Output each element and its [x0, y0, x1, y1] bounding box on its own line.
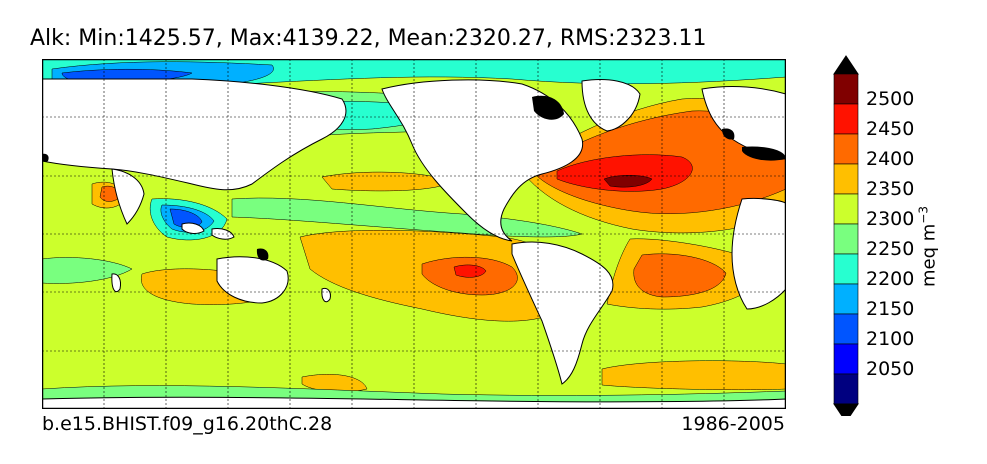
south-atlantic-2400 [633, 253, 727, 298]
colorbar-ticks: 2500 2450 2400 2350 2300 2250 2200 2150 … [866, 54, 936, 416]
colorbar-segment [833, 103, 859, 135]
indian-ocean-2250 [42, 257, 133, 284]
colorbar-tick-label: 2100 [866, 328, 915, 350]
map-gridlines [42, 59, 786, 409]
colorbar-segment [833, 193, 859, 225]
mediterranean-masked [742, 146, 786, 161]
period-label: 1986-2005 [681, 413, 785, 435]
colorbar-tick-label: 2400 [866, 148, 915, 170]
north-atlantic-2450 [556, 154, 693, 192]
colorbar-segment [833, 313, 859, 345]
colorbar-tick-label: 2500 [866, 88, 915, 110]
colorbar-segment [833, 223, 859, 255]
north-america-land [381, 79, 584, 242]
map-title: Alk: Min:1425.57, Max:4139.22, Mean:2320… [30, 26, 707, 51]
colorbar-segment [833, 373, 859, 405]
colorbar-segment [833, 133, 859, 165]
case-name-label: b.e15.BHIST.f09_g16.20thC.28 [42, 413, 333, 435]
colorbar-canvas [833, 55, 859, 423]
colorbar-tick-label: 2150 [866, 298, 915, 320]
colorbar-tick-label: 2450 [866, 118, 915, 140]
indonesia-2100 [169, 208, 203, 228]
indonesia-islands [181, 222, 235, 240]
colorbar-segment [833, 253, 859, 285]
map-canvas [41, 58, 787, 410]
colorbar-segment [833, 163, 859, 195]
colorbar-tick-label: 2250 [866, 238, 915, 260]
colorbar-tick-label: 2200 [866, 268, 915, 290]
map-frame [41, 58, 787, 410]
colorbar-tick-label: 2050 [866, 358, 915, 380]
south-america-land [511, 241, 614, 385]
baltic-masked [722, 128, 735, 140]
colorbar-tick-label: 2300 [866, 208, 915, 230]
colorbar-extend-min [833, 403, 859, 423]
caspian-masked [256, 248, 269, 261]
south-pacific-peak-2450 [453, 264, 487, 278]
india-land [111, 168, 145, 225]
alkalinity-map [41, 58, 787, 410]
hudson-bay-masked [532, 95, 564, 120]
colorbar-extend-max [833, 55, 859, 75]
colorbar-tick-label: 2350 [866, 178, 915, 200]
south-atlantic-south-band [601, 360, 786, 391]
colorbar-segment [833, 283, 859, 315]
colorbar-unit-exponent: −3 [916, 206, 931, 224]
colorbar [828, 54, 888, 423]
africa-land [731, 198, 786, 310]
colorbar-segment [833, 73, 859, 105]
black-sea-masked [42, 153, 49, 162]
madagascar-land [111, 273, 121, 293]
colorbar-segment [833, 343, 859, 375]
greenland-land [581, 79, 641, 132]
new-zealand-land [321, 288, 331, 303]
colorbar-unit-base: meq m [918, 223, 940, 287]
colorbar-unit-label: meq m−3 [917, 187, 940, 307]
southern-ocean-2350 [301, 374, 368, 393]
